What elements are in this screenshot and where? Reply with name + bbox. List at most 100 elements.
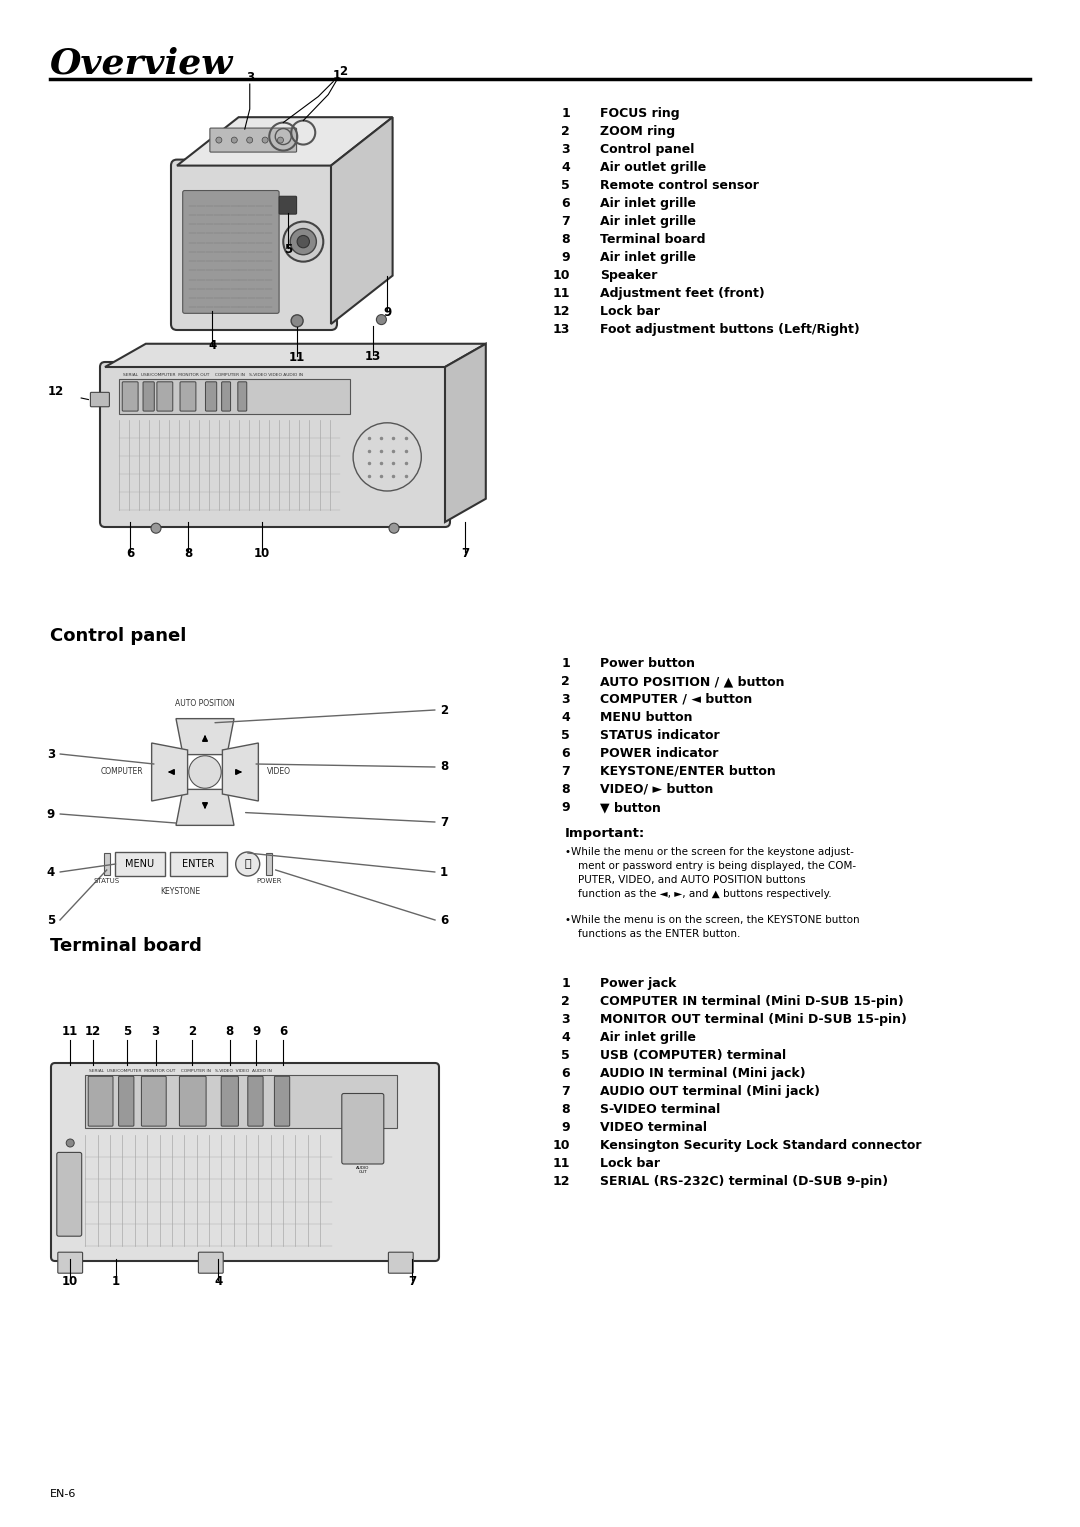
Text: 2: 2	[562, 996, 570, 1008]
Circle shape	[377, 315, 387, 325]
Text: 8: 8	[562, 783, 570, 796]
Text: 12: 12	[553, 305, 570, 318]
Text: Air inlet grille: Air inlet grille	[600, 1031, 696, 1044]
Text: 4: 4	[562, 160, 570, 174]
Text: MENU button: MENU button	[600, 712, 692, 724]
Text: 2: 2	[562, 125, 570, 137]
Text: 9: 9	[253, 1025, 260, 1038]
Text: 9: 9	[562, 1121, 570, 1135]
Text: AUDIO
OUT: AUDIO OUT	[356, 1165, 369, 1174]
Polygon shape	[222, 744, 258, 802]
Text: COMPUTER / ◄ button: COMPUTER / ◄ button	[600, 693, 753, 705]
Text: KEYSTONE: KEYSTONE	[161, 887, 201, 896]
Text: FOCUS ring: FOCUS ring	[600, 107, 679, 121]
FancyBboxPatch shape	[141, 1077, 166, 1125]
Text: S-VIDEO terminal: S-VIDEO terminal	[600, 1102, 720, 1116]
Text: 11: 11	[553, 287, 570, 299]
Text: KEYSTONE/ENTER button: KEYSTONE/ENTER button	[600, 765, 775, 777]
Polygon shape	[176, 719, 234, 754]
Text: 11: 11	[553, 1157, 570, 1170]
Text: AUDIO OUT terminal (Mini jack): AUDIO OUT terminal (Mini jack)	[600, 1086, 820, 1098]
Text: ⏻: ⏻	[244, 860, 251, 869]
FancyBboxPatch shape	[205, 382, 217, 411]
Text: Control panel: Control panel	[50, 628, 187, 644]
Circle shape	[389, 524, 399, 533]
FancyBboxPatch shape	[266, 854, 272, 875]
Text: Lock bar: Lock bar	[600, 1157, 660, 1170]
Circle shape	[262, 137, 268, 144]
Text: AUDIO IN terminal (Mini jack): AUDIO IN terminal (Mini jack)	[600, 1067, 806, 1080]
Text: 2: 2	[440, 704, 448, 716]
FancyBboxPatch shape	[91, 392, 109, 406]
Text: 6: 6	[562, 197, 570, 211]
Text: POWER: POWER	[256, 878, 282, 884]
Text: 2: 2	[562, 675, 570, 689]
Text: 10: 10	[553, 1139, 570, 1151]
FancyBboxPatch shape	[274, 1077, 289, 1125]
Text: Remote control sensor: Remote control sensor	[600, 179, 759, 192]
Text: 1: 1	[562, 977, 570, 989]
Text: 6: 6	[562, 747, 570, 760]
Text: Air inlet grille: Air inlet grille	[600, 215, 696, 228]
FancyBboxPatch shape	[389, 1252, 414, 1274]
FancyBboxPatch shape	[89, 1077, 113, 1125]
FancyBboxPatch shape	[119, 379, 350, 414]
Text: 5: 5	[284, 243, 292, 257]
Text: 5: 5	[562, 1049, 570, 1061]
FancyBboxPatch shape	[51, 1063, 438, 1261]
Text: 5: 5	[46, 913, 55, 927]
Text: SERIAL  USB/COMPUTER  MONITOR OUT    COMPUTER IN   S-VIDEO VIDEO AUDIO IN: SERIAL USB/COMPUTER MONITOR OUT COMPUTER…	[123, 374, 303, 377]
Text: Adjustment feet (front): Adjustment feet (front)	[600, 287, 765, 299]
Text: 4: 4	[46, 866, 55, 878]
Text: Power button: Power button	[600, 657, 696, 670]
Text: MONITOR OUT terminal (Mini D-SUB 15-pin): MONITOR OUT terminal (Mini D-SUB 15-pin)	[600, 1012, 907, 1026]
FancyBboxPatch shape	[210, 128, 297, 153]
Circle shape	[283, 221, 323, 261]
Text: 10: 10	[62, 1275, 79, 1287]
Circle shape	[291, 229, 316, 255]
Circle shape	[216, 137, 221, 144]
FancyBboxPatch shape	[100, 362, 450, 527]
Text: 12: 12	[553, 1174, 570, 1188]
Text: AUTO POSITION / ▲ button: AUTO POSITION / ▲ button	[600, 675, 784, 689]
Text: 3: 3	[245, 72, 254, 84]
Text: 8: 8	[440, 760, 448, 774]
Text: 8: 8	[562, 234, 570, 246]
Text: 13: 13	[553, 324, 570, 336]
Text: 6: 6	[126, 547, 134, 560]
FancyBboxPatch shape	[199, 1252, 224, 1274]
Circle shape	[246, 137, 253, 144]
Text: Terminal board: Terminal board	[600, 234, 705, 246]
Circle shape	[292, 315, 303, 327]
Text: AUTO POSITION: AUTO POSITION	[175, 699, 234, 709]
Text: ▼ button: ▼ button	[600, 802, 661, 814]
Text: 5: 5	[123, 1025, 132, 1038]
Text: 1: 1	[440, 866, 448, 878]
FancyBboxPatch shape	[57, 1153, 82, 1237]
Text: 2: 2	[339, 64, 348, 78]
FancyBboxPatch shape	[104, 854, 110, 875]
Text: VIDEO terminal: VIDEO terminal	[600, 1121, 707, 1135]
Text: EN-6: EN-6	[50, 1489, 77, 1500]
Text: 11: 11	[62, 1025, 79, 1038]
FancyBboxPatch shape	[170, 852, 227, 876]
Text: 6: 6	[279, 1025, 287, 1038]
Text: USB (COMPUTER) terminal: USB (COMPUTER) terminal	[600, 1049, 786, 1061]
Text: •While the menu or the screen for the keystone adjust-
    ment or password entr: •While the menu or the screen for the ke…	[565, 847, 856, 899]
Text: 1: 1	[111, 1275, 120, 1287]
Text: STATUS: STATUS	[94, 878, 120, 884]
Text: Air outlet grille: Air outlet grille	[600, 160, 706, 174]
FancyBboxPatch shape	[221, 382, 230, 411]
Text: SERIAL (RS-232C) terminal (D-SUB 9-pin): SERIAL (RS-232C) terminal (D-SUB 9-pin)	[600, 1174, 888, 1188]
Polygon shape	[105, 344, 486, 366]
FancyBboxPatch shape	[179, 1077, 206, 1125]
Text: Air inlet grille: Air inlet grille	[600, 250, 696, 264]
FancyBboxPatch shape	[171, 160, 337, 330]
Text: VIDEO: VIDEO	[267, 768, 291, 777]
Text: 3: 3	[46, 748, 55, 760]
FancyBboxPatch shape	[85, 1075, 397, 1128]
Text: 4: 4	[562, 712, 570, 724]
Polygon shape	[445, 344, 486, 522]
Text: 1: 1	[562, 657, 570, 670]
Polygon shape	[176, 789, 234, 826]
